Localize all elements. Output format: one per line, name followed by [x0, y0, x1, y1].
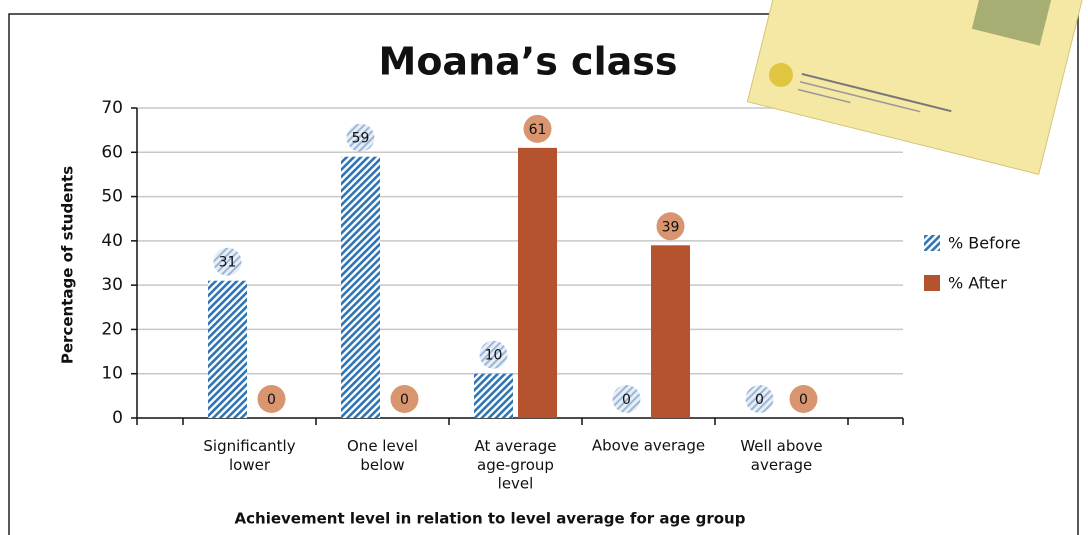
- y-tick-label: 0: [112, 408, 123, 428]
- value-label: 59: [352, 131, 370, 147]
- value-label: 10: [485, 348, 503, 364]
- legend-swatch: [924, 235, 940, 251]
- y-tick-label: 10: [101, 364, 123, 384]
- x-axis-label: Achievement level in relation to level a…: [235, 510, 746, 528]
- legend-label: % Before: [948, 234, 1021, 253]
- bar: [208, 281, 247, 418]
- value-label: 0: [267, 392, 276, 408]
- value-label: 0: [622, 392, 631, 408]
- y-axis-label: Percentage of students: [59, 166, 77, 364]
- y-tick-label: 30: [101, 275, 123, 295]
- y-tick-label: 70: [101, 98, 123, 118]
- y-tick-label: 20: [101, 319, 123, 339]
- x-tick-label: Above average: [592, 437, 705, 455]
- value-label: 0: [799, 392, 808, 408]
- bar: [651, 245, 690, 418]
- y-tick-label: 40: [101, 231, 123, 251]
- bar: [474, 374, 513, 418]
- value-label: 0: [400, 392, 409, 408]
- page: Moana’s class Percentage of students Ach…: [0, 0, 1088, 535]
- chart-title: Moana’s class: [379, 40, 678, 84]
- bar: [341, 157, 380, 418]
- legend-swatch: [924, 275, 940, 291]
- y-tick-label: 60: [101, 142, 123, 162]
- value-label: 31: [219, 255, 237, 271]
- legend-label: % After: [948, 274, 1007, 293]
- chart: Moana’s class Percentage of students Ach…: [0, 0, 1088, 535]
- value-label: 0: [755, 392, 764, 408]
- value-label: 39: [662, 219, 680, 235]
- y-tick-label: 50: [101, 187, 123, 207]
- bar: [518, 148, 557, 418]
- value-label: 61: [529, 122, 547, 138]
